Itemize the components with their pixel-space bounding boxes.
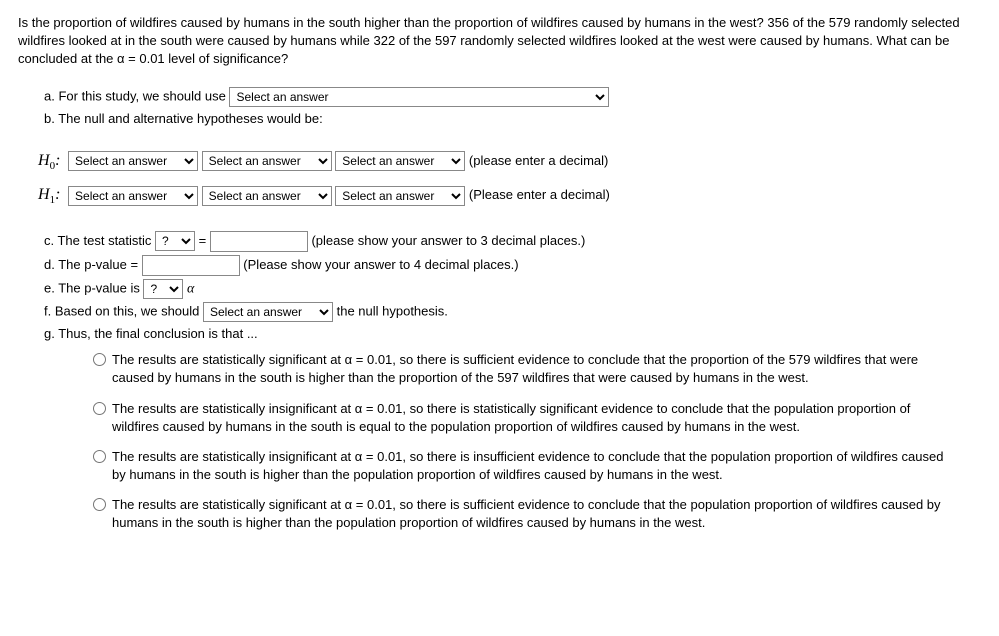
- conclusion-option-4[interactable]: The results are statistically significan…: [88, 496, 948, 532]
- h1-label: H1:: [38, 186, 60, 203]
- conclusion-text-2: The results are statistically insignific…: [112, 400, 948, 436]
- conclusion-option-3[interactable]: The results are statistically insignific…: [88, 448, 948, 484]
- item-d-tail: (Please show your answer to 4 decimal pl…: [240, 257, 519, 272]
- pvalue-input[interactable]: [142, 255, 240, 276]
- item-d-prefix: d. The p-value =: [44, 257, 142, 272]
- h1-select-2[interactable]: Select an answer: [202, 186, 332, 206]
- item-d: d. The p-value = (Please show your answe…: [44, 255, 981, 276]
- conclusion-text-1: The results are statistically significan…: [112, 351, 948, 387]
- h0-label: H0:: [38, 152, 60, 169]
- h0-select-2[interactable]: Select an answer: [202, 151, 332, 171]
- decision-select[interactable]: Select an answer: [203, 302, 333, 322]
- test-stat-input[interactable]: [210, 231, 308, 252]
- h0-select-1[interactable]: Select an answer: [68, 151, 198, 171]
- item-a-prefix: a. For this study, we should use: [44, 88, 229, 103]
- conclusion-text-3: The results are statistically insignific…: [112, 448, 948, 484]
- h1-select-3[interactable]: Select an answer: [335, 186, 465, 206]
- conclusion-radio-4[interactable]: [93, 498, 106, 511]
- study-type-select[interactable]: Select an answer: [229, 87, 609, 107]
- item-c-prefix: c. The test statistic: [44, 233, 155, 248]
- conclusion-option-2[interactable]: The results are statistically insignific…: [88, 400, 948, 436]
- conclusion-radio-1[interactable]: [93, 353, 106, 366]
- h1-tail: (Please enter a decimal): [469, 187, 610, 202]
- h1-select-1[interactable]: Select an answer: [68, 186, 198, 206]
- h0-row: H0: Select an answer Select an answer Se…: [38, 150, 981, 175]
- test-stat-symbol-select[interactable]: ?: [155, 231, 195, 251]
- conclusion-radio-3[interactable]: [93, 450, 106, 463]
- h1-row: H1: Select an answer Select an answer Se…: [38, 184, 981, 209]
- item-b: b. The null and alternative hypotheses w…: [44, 110, 981, 128]
- item-f: f. Based on this, we should Select an an…: [44, 302, 981, 322]
- conclusion-radio-2[interactable]: [93, 402, 106, 415]
- h0-tail: (please enter a decimal): [469, 153, 608, 168]
- h0-select-3[interactable]: Select an answer: [335, 151, 465, 171]
- item-f-prefix: f. Based on this, we should: [44, 303, 203, 318]
- question-intro: Is the proportion of wildfires caused by…: [18, 14, 981, 69]
- item-c-tail: (please show your answer to 3 decimal pl…: [308, 233, 585, 248]
- conclusion-text-4: The results are statistically significan…: [112, 496, 948, 532]
- item-c-equals: =: [195, 233, 210, 248]
- item-e-tail: α: [183, 281, 194, 296]
- pvalue-compare-select[interactable]: ?: [143, 279, 183, 299]
- item-a: a. For this study, we should use Select …: [44, 87, 981, 107]
- conclusion-option-1[interactable]: The results are statistically significan…: [88, 351, 948, 387]
- item-f-tail: the null hypothesis.: [333, 303, 448, 318]
- item-e: e. The p-value is ? α: [44, 279, 981, 299]
- item-g: g. Thus, the final conclusion is that ..…: [44, 325, 981, 343]
- item-c: c. The test statistic ? = (please show y…: [44, 231, 981, 252]
- item-e-prefix: e. The p-value is: [44, 280, 143, 295]
